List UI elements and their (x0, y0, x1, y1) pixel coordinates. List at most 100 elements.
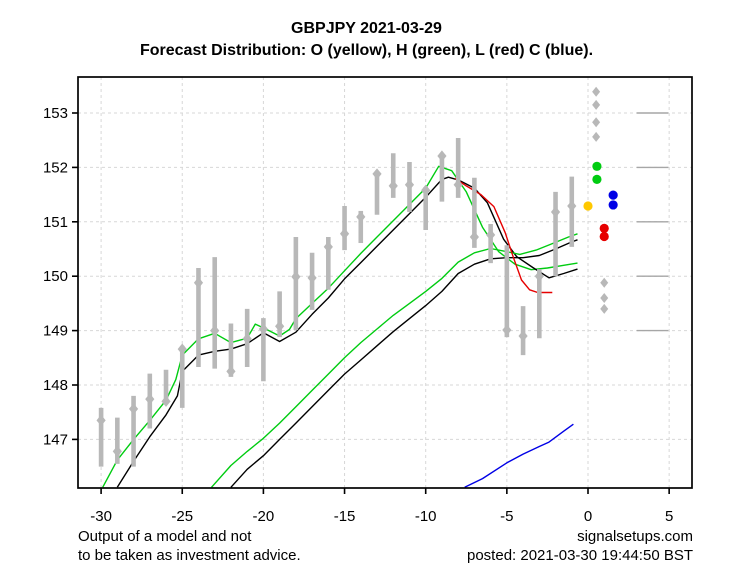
candlestick (567, 176, 577, 247)
candlestick (193, 268, 204, 368)
candle-dot-diamond (437, 150, 447, 162)
disclaimer-line2: to be taken as investment advice. (78, 547, 301, 564)
plot-border (77, 76, 693, 489)
candle-dot-diamond (307, 272, 317, 284)
candlestick (275, 291, 285, 338)
x-axis-tick-label: 5 (665, 508, 673, 525)
y-axis-tick-label: 149 (43, 323, 68, 340)
low-forecast-dot (599, 231, 609, 242)
candle-dot-diamond (534, 270, 544, 282)
candle-dot-diamond (469, 231, 479, 243)
candlestick (437, 150, 447, 202)
candlestick (112, 417, 122, 464)
candlestick (550, 191, 561, 277)
candlestick (356, 210, 366, 244)
x-axis-tick-label: -20 (253, 508, 275, 525)
candlestick (161, 369, 171, 407)
candle-dot-diamond (210, 325, 220, 337)
candlestick (453, 138, 463, 198)
candlestick (128, 395, 139, 467)
open-forecast-dot (583, 201, 593, 211)
candlestick (226, 323, 236, 377)
candlestick (534, 269, 544, 339)
candle-dot-diamond (323, 241, 333, 253)
y-axis-tick-label: 153 (43, 105, 68, 122)
candle-dot-diamond (128, 403, 139, 415)
black-lower-line (230, 239, 578, 488)
y-axis-tick-label: 147 (43, 431, 68, 448)
candle-dot-diamond (421, 184, 431, 196)
y-axis-tick-label: 151 (43, 214, 68, 231)
candle-dot-diamond (193, 277, 204, 289)
forecast-diamond (592, 99, 601, 110)
candlestick (145, 373, 155, 429)
candlestick (502, 245, 512, 338)
x-axis-tick-label: -10 (415, 508, 437, 525)
candlestick (210, 257, 220, 369)
forecast-diamond (600, 292, 609, 303)
grid-lines (78, 77, 692, 488)
candle-dot-diamond (372, 168, 382, 180)
page-title: GBPJPY 2021-03-29 (291, 20, 442, 37)
candle-dot-diamond (453, 179, 463, 191)
candlesticks (96, 138, 577, 467)
candle-dot-diamond (242, 333, 252, 345)
blue-line (464, 423, 574, 488)
candle-dot-diamond (356, 211, 366, 223)
candle-dot-diamond (177, 343, 187, 355)
forecast-markers (583, 86, 618, 314)
forecast-diamond (592, 117, 601, 128)
candle-dot-diamond (567, 200, 577, 212)
y-axis-tick-label: 148 (43, 377, 68, 394)
candlestick (323, 237, 333, 290)
candle-dot-diamond (96, 414, 106, 426)
candle-dot-diamond (258, 323, 268, 335)
high-forecast-dot (592, 161, 602, 171)
axes: -30 -25 -20 -15 -10 -5 0 5 147 148 149 150 151 152 153 (43, 105, 673, 525)
low-forecast-dot (599, 223, 609, 233)
level-segments (636, 112, 669, 332)
y-axis-tick-label: 152 (43, 159, 68, 176)
candle-dot-diamond (502, 324, 512, 336)
candle-dot-diamond (550, 206, 561, 218)
candle-dot-diamond (486, 229, 496, 241)
forecast-diamond (592, 131, 601, 142)
forecast-diamond (592, 86, 601, 97)
candlestick (388, 153, 398, 198)
candlestick (258, 318, 268, 382)
forecast-diamond (600, 277, 609, 288)
candle-dot-diamond (518, 330, 528, 342)
candlestick (307, 252, 317, 310)
x-axis-tick-label: -30 (90, 508, 112, 525)
candle-dot-diamond (226, 365, 236, 377)
candle-dot-diamond (404, 179, 415, 191)
candle-dot-diamond (161, 395, 171, 407)
x-axis-tick-label: 0 (584, 508, 592, 525)
x-axis-tick-label: -25 (171, 508, 193, 525)
y-axis-tick-label: 150 (43, 268, 68, 285)
black-upper-line (116, 176, 578, 488)
site-credit: signalsetups.com (577, 528, 693, 545)
chart-subtitle: Forecast Distribution: O (yellow), H (gr… (139, 42, 594, 59)
close-forecast-dot (608, 190, 618, 200)
candle-dot-diamond (339, 228, 350, 240)
forecast-diamond (600, 303, 609, 314)
candlestick (177, 343, 187, 408)
candlestick (518, 306, 528, 356)
candle-dot-diamond (275, 320, 285, 332)
candlestick (421, 184, 431, 230)
x-axis-tick-label: -5 (500, 508, 513, 525)
candle-dot-diamond (291, 271, 301, 283)
candlestick (339, 206, 350, 251)
candlestick (291, 237, 301, 331)
disclaimer-line1: Output of a model and not (78, 528, 252, 545)
candle-dot-diamond (388, 180, 398, 192)
x-axis-tick-label: -15 (334, 508, 356, 525)
candlestick (404, 161, 415, 213)
high-forecast-dot (592, 174, 602, 184)
posted-timestamp: posted: 2021-03-30 19:44:50 BST (467, 547, 693, 564)
candlestick (242, 308, 252, 368)
green-lower-line (210, 233, 578, 488)
